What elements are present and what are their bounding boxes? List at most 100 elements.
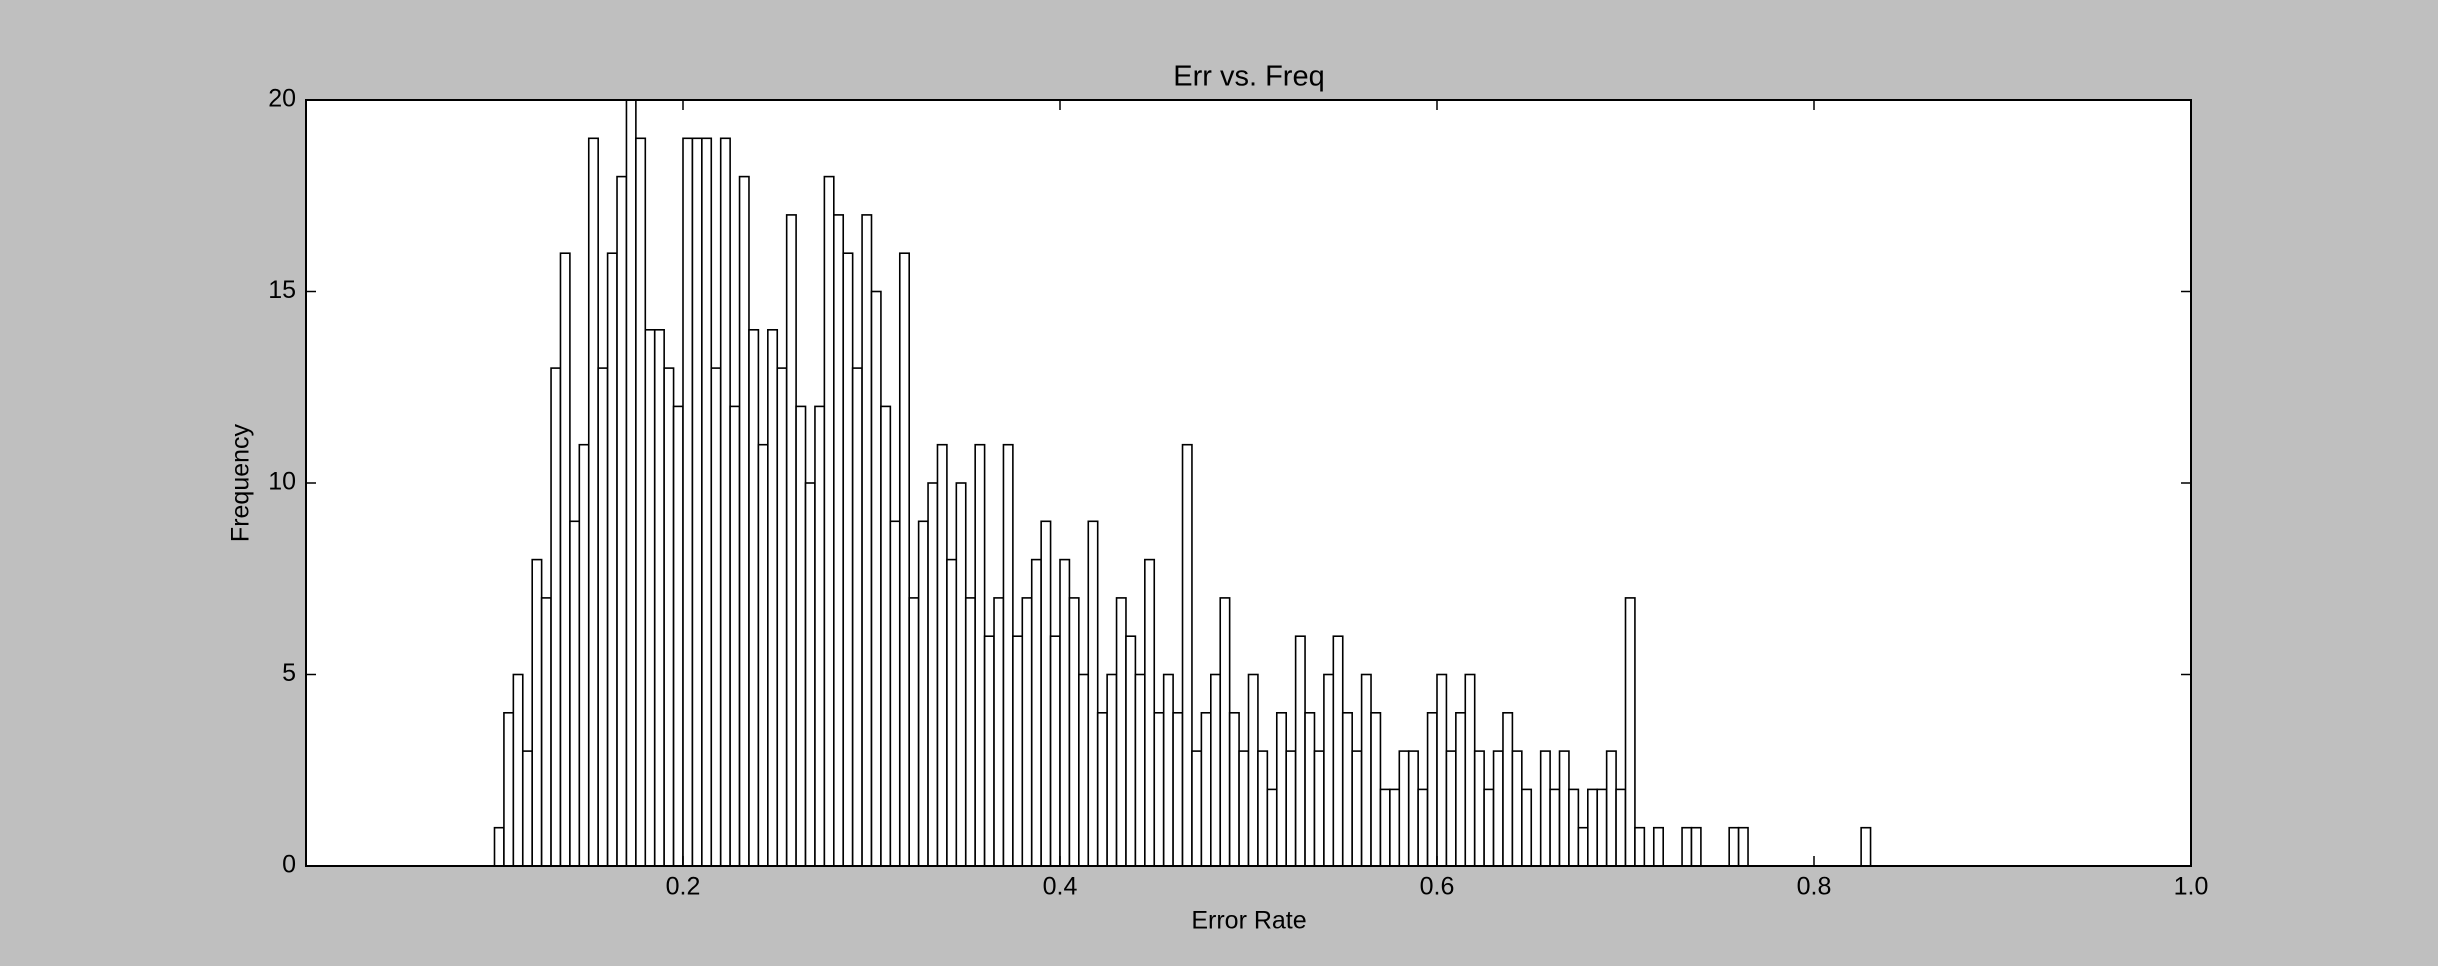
bar bbox=[1379, 788, 1391, 867]
bar bbox=[578, 443, 590, 867]
bar bbox=[1153, 711, 1165, 867]
bar bbox=[1539, 750, 1551, 867]
y-tick-label: 5 bbox=[282, 659, 296, 687]
bar bbox=[1492, 750, 1504, 867]
bar bbox=[1096, 711, 1108, 867]
bar bbox=[493, 826, 505, 867]
bar bbox=[880, 405, 892, 867]
bar bbox=[512, 673, 524, 867]
bar bbox=[569, 520, 581, 867]
bar bbox=[616, 175, 628, 867]
y-axis-label: Frequency bbox=[227, 423, 255, 542]
bar bbox=[1125, 635, 1137, 867]
x-tick-label: 0.6 bbox=[1420, 873, 1455, 901]
bar bbox=[1228, 711, 1240, 867]
bar bbox=[521, 750, 534, 867]
bar bbox=[635, 137, 647, 867]
bar bbox=[1549, 788, 1561, 867]
bar bbox=[1615, 788, 1627, 867]
bar bbox=[870, 290, 882, 867]
bar bbox=[597, 367, 609, 867]
bar bbox=[1200, 711, 1212, 867]
bar bbox=[974, 443, 986, 867]
bar bbox=[1049, 635, 1061, 867]
x-tick-label: 1.0 bbox=[2174, 873, 2209, 901]
bar bbox=[663, 367, 675, 867]
y-tick-label: 20 bbox=[268, 85, 296, 113]
bar bbox=[1285, 750, 1297, 867]
bar bbox=[748, 328, 760, 867]
bar bbox=[1464, 673, 1476, 867]
bar bbox=[710, 367, 722, 867]
bar bbox=[729, 405, 741, 867]
bar bbox=[559, 252, 571, 867]
bar bbox=[738, 175, 750, 867]
bar bbox=[1596, 788, 1608, 867]
bar bbox=[1030, 558, 1042, 867]
bar bbox=[1087, 520, 1099, 867]
bar bbox=[1191, 750, 1203, 867]
bar bbox=[1115, 597, 1127, 867]
bar bbox=[1134, 673, 1146, 867]
chart-title: Err vs. Freq bbox=[1173, 61, 1324, 93]
bar bbox=[889, 520, 901, 867]
bar bbox=[682, 137, 694, 867]
x-tick-label: 0.2 bbox=[666, 873, 701, 901]
bar bbox=[993, 597, 1005, 867]
bar bbox=[1483, 788, 1495, 867]
bar bbox=[785, 214, 797, 867]
bar bbox=[1568, 788, 1580, 867]
bar bbox=[1417, 788, 1429, 867]
bar bbox=[955, 482, 967, 867]
bar bbox=[851, 367, 863, 867]
bar bbox=[1398, 750, 1410, 867]
bar bbox=[1690, 826, 1702, 867]
bar bbox=[814, 405, 826, 867]
bar bbox=[1436, 673, 1448, 867]
y-tick-label: 15 bbox=[268, 276, 296, 304]
bar bbox=[1351, 750, 1363, 867]
bar bbox=[983, 635, 995, 867]
bar bbox=[719, 137, 731, 867]
bar bbox=[927, 482, 939, 867]
bar bbox=[644, 328, 656, 867]
bar bbox=[672, 405, 684, 867]
bar bbox=[1144, 558, 1156, 867]
bar bbox=[1473, 750, 1485, 867]
bar bbox=[804, 482, 816, 867]
bar bbox=[1040, 520, 1052, 867]
bar bbox=[1587, 788, 1599, 867]
bar bbox=[1068, 597, 1080, 867]
bar bbox=[842, 252, 854, 867]
bar bbox=[1605, 750, 1617, 867]
bar bbox=[606, 252, 618, 867]
bar bbox=[767, 328, 779, 867]
bar bbox=[1341, 711, 1353, 867]
bar bbox=[1257, 750, 1269, 867]
bar bbox=[823, 175, 835, 867]
bar bbox=[701, 137, 713, 867]
bar bbox=[1521, 788, 1533, 867]
bar bbox=[691, 137, 703, 867]
y-tick-label: 0 bbox=[282, 851, 296, 879]
bar bbox=[1511, 750, 1523, 867]
bar bbox=[1172, 711, 1184, 867]
bar bbox=[757, 443, 769, 867]
bar bbox=[1426, 711, 1438, 867]
bar bbox=[1502, 711, 1514, 867]
bar bbox=[531, 558, 543, 867]
bar bbox=[503, 711, 515, 867]
bar bbox=[1455, 711, 1467, 867]
bar bbox=[936, 443, 948, 867]
bar bbox=[1634, 826, 1646, 867]
bar bbox=[1059, 558, 1071, 867]
bar bbox=[908, 597, 920, 867]
bar bbox=[1407, 750, 1419, 867]
bar bbox=[1624, 597, 1636, 867]
bar bbox=[1162, 673, 1174, 867]
bar bbox=[795, 405, 807, 867]
y-tick-label: 10 bbox=[268, 468, 296, 496]
bar bbox=[832, 214, 845, 867]
bar bbox=[964, 597, 976, 867]
plot-frame bbox=[305, 99, 2192, 867]
